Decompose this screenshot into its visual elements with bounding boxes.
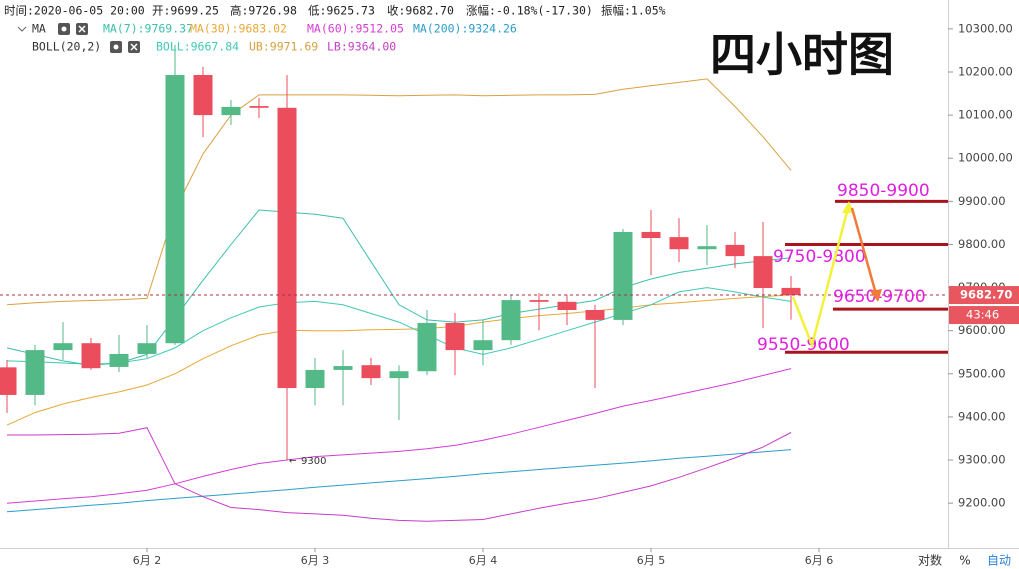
axis-button[interactable]: 自动 bbox=[987, 554, 1011, 568]
last-price-label: 9682.70 bbox=[960, 288, 1012, 302]
collapse-icon[interactable] bbox=[17, 26, 27, 32]
y-tick-label: 9600.00 bbox=[958, 323, 1006, 337]
candle-body bbox=[445, 322, 465, 351]
header-item: 收:9682.70 bbox=[387, 4, 454, 18]
header-item: 高:9726.98 bbox=[230, 4, 297, 18]
x-tick-label: 6月 2 bbox=[133, 554, 162, 567]
indicator-line bbox=[7, 427, 792, 522]
candle-body bbox=[389, 371, 409, 379]
indicator-line bbox=[6, 368, 792, 504]
yellow-arrow bbox=[791, 207, 850, 350]
candle-body bbox=[501, 300, 521, 341]
candle-body bbox=[305, 369, 325, 389]
y-tick-label: 9800.00 bbox=[958, 237, 1006, 251]
legend-entry: LB:9364.00 bbox=[327, 40, 396, 54]
y-tick-label: 10300.00 bbox=[958, 21, 1013, 35]
candle-body bbox=[697, 246, 717, 250]
y-tick-label: 10000.00 bbox=[958, 151, 1013, 165]
axis-button[interactable]: 对数 bbox=[918, 553, 942, 568]
candle-body bbox=[165, 75, 185, 344]
header-item: 涨幅:-0.18%(-17.30) bbox=[466, 4, 593, 18]
last-price-box bbox=[949, 286, 1019, 305]
legend-entry: MA(30):9683.02 bbox=[190, 22, 287, 36]
candle-body bbox=[137, 343, 157, 354]
candle-body bbox=[361, 365, 381, 379]
candle-body bbox=[669, 237, 689, 250]
header-item: 开:9699.25 bbox=[152, 4, 219, 18]
candle-body bbox=[81, 343, 101, 369]
candle-body bbox=[0, 367, 17, 395]
candle-body bbox=[25, 350, 45, 395]
candle-body bbox=[753, 256, 773, 289]
settings-icon-hole bbox=[61, 26, 67, 32]
candle-body bbox=[557, 301, 577, 311]
orange-arrow bbox=[850, 207, 878, 295]
low-arrow: ← bbox=[289, 457, 297, 467]
header-item: 时间:2020-06-05 20:00 bbox=[4, 4, 145, 18]
settings-icon-hole bbox=[113, 44, 119, 50]
annotation: 9850-9900 bbox=[837, 181, 930, 201]
annotation: 9750-9800 bbox=[773, 247, 866, 267]
legend-entry: UB:9971.69 bbox=[249, 40, 318, 54]
x-tick-label: 6月 6 bbox=[805, 554, 834, 567]
close-icon-x bbox=[78, 25, 86, 33]
candle-body bbox=[53, 343, 73, 351]
plot-area bbox=[0, 44, 801, 522]
candle-body bbox=[333, 366, 353, 370]
candle-body bbox=[473, 340, 493, 351]
candle-body bbox=[277, 107, 297, 389]
candle-body bbox=[417, 322, 437, 372]
candle-body bbox=[249, 106, 269, 108]
legend-entry: BOLL:9667.84 bbox=[156, 40, 239, 54]
indicator-line bbox=[6, 209, 792, 366]
yellow-arrowhead bbox=[842, 201, 854, 213]
countdown-box bbox=[949, 306, 1019, 325]
low-label: 9300 bbox=[301, 456, 326, 467]
annotation: 9550-9600 bbox=[757, 335, 850, 355]
chart-title: 四小时图 bbox=[710, 28, 894, 82]
legend-entry: MA(200):9324.26 bbox=[413, 22, 517, 36]
indicator-line bbox=[6, 294, 792, 426]
candle-body bbox=[725, 244, 745, 257]
y-tick-label: 9900.00 bbox=[958, 194, 1006, 208]
candle-body bbox=[613, 231, 633, 320]
candle-body bbox=[781, 287, 801, 296]
indicator-line bbox=[6, 287, 792, 365]
header-item: 振幅:1.05% bbox=[601, 4, 666, 18]
orange-arrowhead bbox=[870, 289, 882, 302]
indicator-line bbox=[6, 78, 792, 306]
indicator-line bbox=[6, 449, 792, 513]
y-tick-label: 9500.00 bbox=[958, 366, 1006, 380]
y-tick-label: 10100.00 bbox=[958, 108, 1013, 122]
candle-body bbox=[221, 106, 241, 116]
y-tick-label: 9200.00 bbox=[958, 496, 1006, 510]
x-tick-label: 6月 5 bbox=[637, 554, 666, 567]
overlay: 四小时图 bbox=[17, 26, 894, 350]
candle-body bbox=[529, 300, 549, 302]
candle-body bbox=[641, 231, 661, 238]
candle-body bbox=[585, 310, 605, 320]
candle-body bbox=[109, 353, 129, 367]
x-tick-label: 6月 3 bbox=[301, 554, 330, 567]
y-tick-label: 9300.00 bbox=[958, 453, 1006, 467]
axis-button[interactable]: % bbox=[959, 554, 970, 568]
header-item: 低:9625.73 bbox=[308, 4, 375, 18]
boll-label: BOLL(20,2) bbox=[32, 40, 101, 54]
ma-label: MA bbox=[32, 22, 46, 36]
x-tick-label: 6月 4 bbox=[469, 554, 498, 567]
candle-body bbox=[193, 75, 213, 116]
y-tick-label: 9400.00 bbox=[958, 409, 1006, 423]
y-tick-label: 10200.00 bbox=[958, 65, 1013, 79]
countdown-label: 43:46 bbox=[966, 308, 999, 322]
legend-entry: MA(7):9769.37 bbox=[103, 22, 193, 36]
close-icon-x bbox=[130, 43, 138, 51]
legend-entry: MA(60):9512.05 bbox=[307, 22, 404, 36]
